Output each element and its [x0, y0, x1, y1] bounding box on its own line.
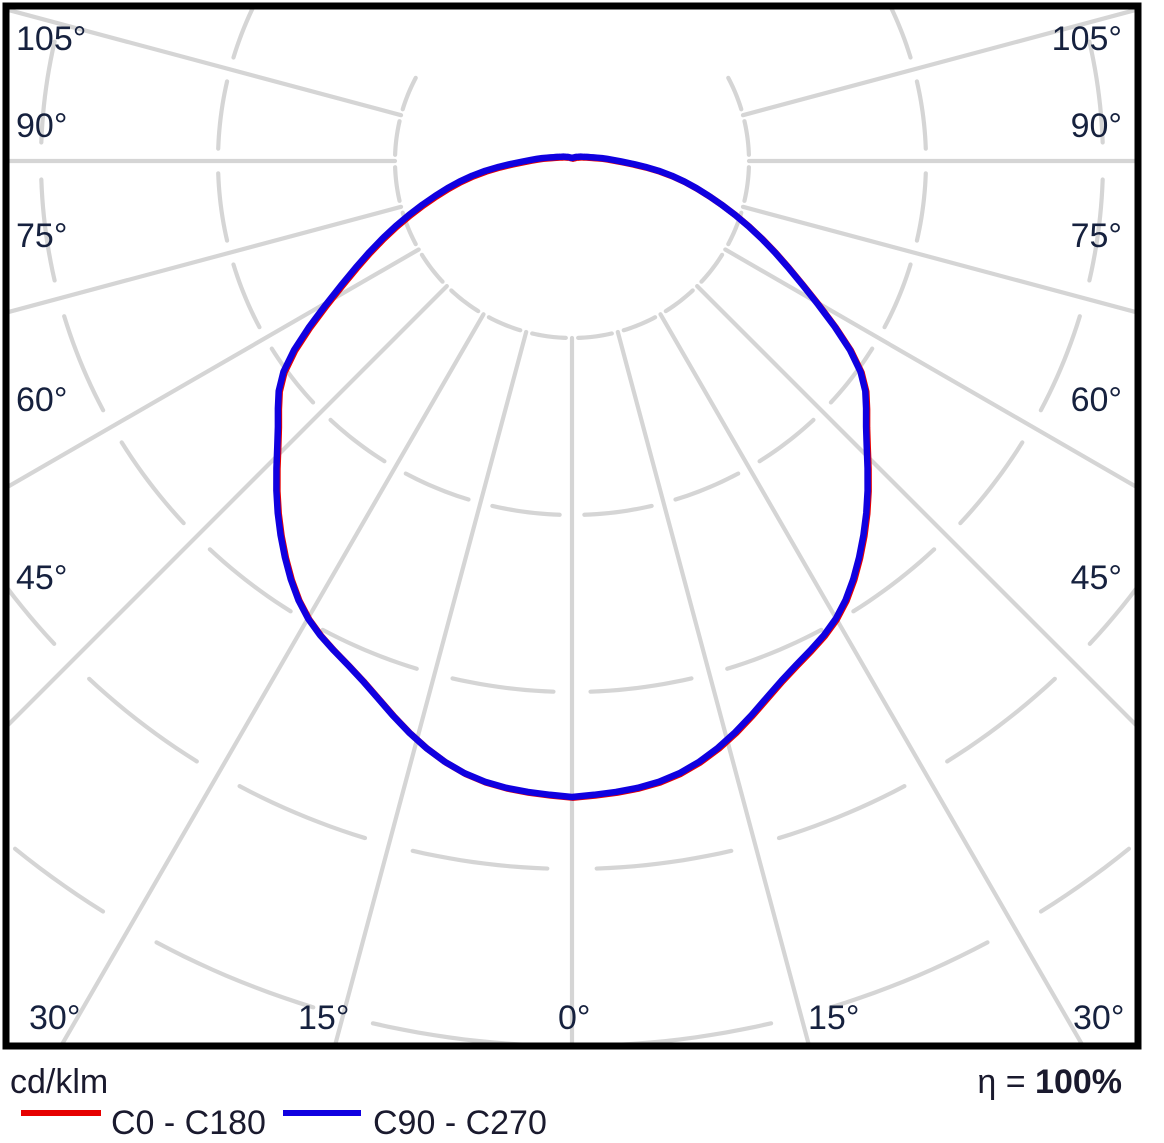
svg-text:75°: 75° — [16, 217, 67, 255]
svg-text:15°: 15° — [808, 999, 859, 1037]
svg-text:90°: 90° — [16, 107, 67, 145]
svg-text:30°: 30° — [1073, 999, 1124, 1037]
svg-text:45°: 45° — [1071, 559, 1122, 597]
svg-text:C90 - C270: C90 - C270 — [373, 1104, 547, 1142]
svg-text:90°: 90° — [1071, 107, 1122, 145]
svg-text:60°: 60° — [1071, 381, 1122, 419]
svg-text:105°: 105° — [1052, 20, 1122, 58]
svg-text:30°: 30° — [29, 999, 80, 1037]
svg-text:η = 100%: η = 100% — [977, 1063, 1122, 1101]
svg-text:45°: 45° — [16, 559, 67, 597]
svg-text:15°: 15° — [298, 999, 349, 1037]
svg-text:C0 - C180: C0 - C180 — [111, 1104, 266, 1142]
svg-text:75°: 75° — [1071, 217, 1122, 255]
svg-text:cd/klm: cd/klm — [10, 1063, 108, 1101]
svg-text:0°: 0° — [558, 999, 591, 1037]
svg-text:105°: 105° — [16, 20, 86, 58]
svg-text:60°: 60° — [16, 381, 67, 419]
